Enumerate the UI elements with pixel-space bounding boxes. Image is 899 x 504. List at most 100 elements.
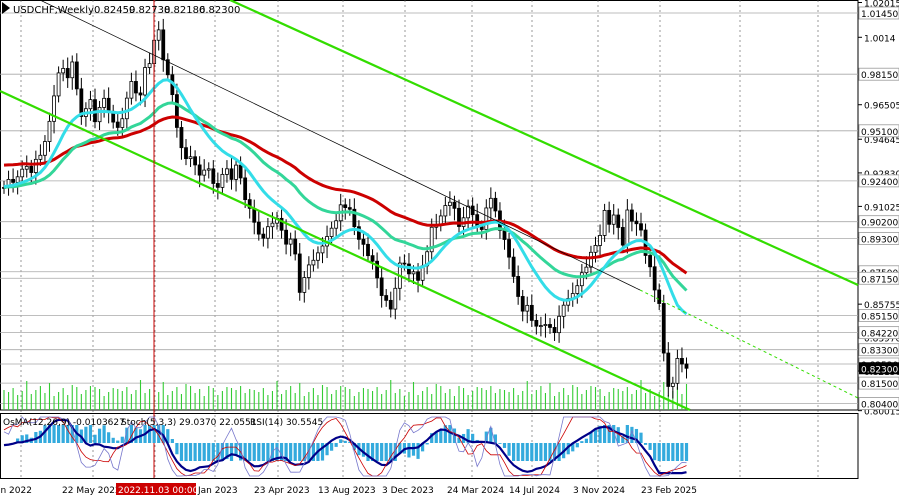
osma-bar bbox=[57, 425, 61, 443]
ohlc-high: 0.82738 bbox=[129, 5, 170, 16]
osma-bar bbox=[557, 443, 561, 461]
osma-bar bbox=[489, 427, 493, 443]
candle-body bbox=[684, 363, 689, 369]
candle-body bbox=[38, 154, 43, 160]
price-panel-frame bbox=[0, 0, 859, 411]
osma-bar bbox=[66, 425, 70, 443]
osma-bar bbox=[47, 425, 52, 443]
axis-tick-label: 1.02015 bbox=[864, 0, 899, 10]
candle-body bbox=[661, 303, 666, 354]
osma-bar bbox=[34, 432, 38, 443]
osma-bar bbox=[225, 443, 229, 460]
candle-body bbox=[625, 209, 630, 246]
price-level-tag-label: 0.87150 bbox=[861, 275, 898, 285]
osma-bar bbox=[302, 443, 306, 461]
candle-body bbox=[52, 95, 56, 122]
candle-body bbox=[388, 299, 393, 310]
osma-bar bbox=[616, 427, 620, 443]
candle-body bbox=[329, 227, 334, 237]
price-level-tag bbox=[858, 343, 899, 357]
osma-bar bbox=[170, 439, 174, 443]
candle-body bbox=[680, 358, 684, 365]
osma-bar bbox=[111, 437, 115, 443]
osma-bar bbox=[330, 443, 334, 451]
chart-menu-icon[interactable] bbox=[2, 2, 10, 14]
candle-body bbox=[466, 205, 471, 219]
osma-bar bbox=[680, 443, 684, 461]
candle-body bbox=[211, 168, 216, 184]
candle-body bbox=[670, 382, 675, 387]
candle-body bbox=[120, 118, 125, 128]
osma-bar bbox=[289, 443, 293, 461]
osma-bar bbox=[466, 429, 470, 443]
osma-bar bbox=[625, 425, 629, 443]
candle-body bbox=[202, 169, 207, 176]
osma-bar bbox=[571, 443, 575, 452]
osma-label: OsMA(12,26,9) -0.0103627 bbox=[3, 418, 125, 428]
osma-bar bbox=[525, 443, 529, 461]
candle-body bbox=[507, 239, 511, 258]
price-level-tag bbox=[858, 215, 899, 229]
candle-body bbox=[138, 92, 143, 96]
candle-body bbox=[488, 197, 493, 209]
ema-200-line bbox=[3, 115, 688, 275]
current-price-label: 0.82300 bbox=[861, 365, 898, 375]
candle-body bbox=[261, 233, 266, 239]
osma-bar bbox=[325, 443, 329, 456]
candle-body bbox=[124, 97, 129, 120]
candle-body bbox=[675, 358, 680, 384]
candle-body bbox=[557, 315, 561, 334]
price-level-tag bbox=[858, 124, 899, 138]
x-axis-tick-label: 14 Jul 2024 bbox=[509, 486, 560, 496]
candle-body bbox=[156, 29, 161, 41]
candle-body bbox=[270, 222, 275, 228]
candle-body bbox=[356, 226, 361, 240]
candle-body bbox=[493, 197, 498, 212]
osma-bar bbox=[361, 443, 366, 457]
candle-body bbox=[243, 177, 248, 201]
osma-bar bbox=[666, 443, 670, 461]
candle-body bbox=[47, 120, 52, 142]
candle-body bbox=[256, 221, 261, 235]
candle-body bbox=[575, 285, 580, 294]
candle-body bbox=[43, 141, 47, 156]
osma-bar bbox=[275, 443, 279, 461]
osma-bar bbox=[70, 425, 74, 443]
candle-body bbox=[20, 168, 25, 178]
osma-bar bbox=[603, 425, 607, 443]
osma-bar bbox=[671, 443, 675, 461]
candle-body bbox=[206, 168, 211, 171]
candle-body bbox=[284, 229, 289, 245]
candle-body bbox=[179, 127, 184, 149]
candle-body bbox=[302, 277, 307, 293]
candle-body bbox=[193, 156, 198, 166]
candle-body bbox=[197, 164, 202, 176]
candle-body bbox=[88, 99, 93, 110]
candle-body bbox=[561, 304, 566, 317]
price-level-tag-label: 0.90200 bbox=[861, 219, 898, 229]
candle-body bbox=[106, 97, 111, 112]
candle-body bbox=[393, 287, 398, 310]
osma-bar bbox=[120, 436, 124, 443]
osma-bar bbox=[643, 443, 648, 445]
osma-bar bbox=[88, 425, 93, 443]
price-level-tag bbox=[858, 397, 899, 410]
rsi-line bbox=[3, 418, 687, 475]
osma-bar bbox=[348, 441, 352, 443]
candle-body bbox=[579, 272, 584, 287]
x-axis-tick-label: 22 May 2022 bbox=[62, 486, 121, 496]
candle-body bbox=[238, 164, 243, 179]
osma-bar bbox=[193, 443, 197, 461]
osma-bar bbox=[411, 443, 416, 456]
candle-body bbox=[61, 68, 66, 74]
candle-body bbox=[311, 259, 316, 266]
osma-bar bbox=[188, 443, 193, 461]
osma-bar bbox=[507, 443, 511, 456]
oscillator-panel-frame bbox=[0, 413, 859, 479]
osma-bar bbox=[125, 427, 129, 443]
axis-tick-label: 0.83970 bbox=[864, 334, 899, 344]
marker-date-label: 2022.11.03 00:00 bbox=[118, 486, 199, 496]
candle-body bbox=[552, 327, 557, 334]
osma-bar bbox=[543, 443, 548, 461]
axis-tick-label: 1.0014 bbox=[864, 34, 896, 44]
